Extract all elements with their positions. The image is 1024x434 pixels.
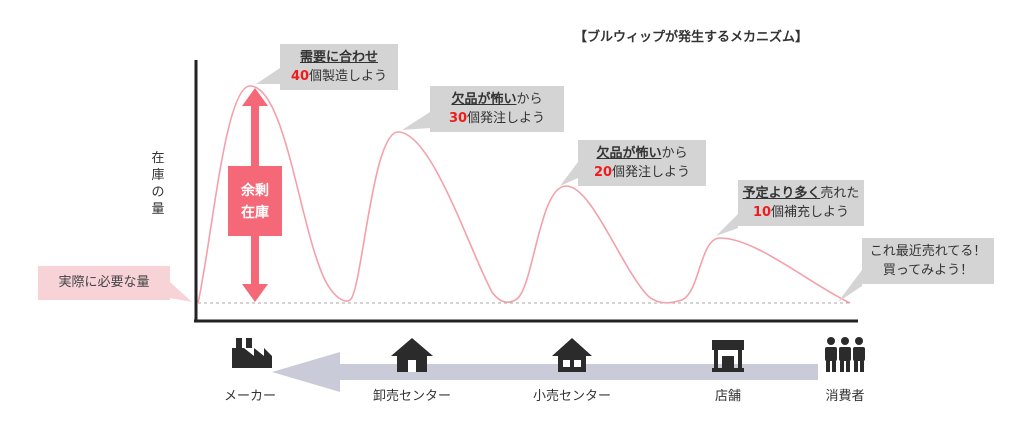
callout-consumer-line2: 買ってみよう！: [882, 263, 974, 278]
callout-store-text: 個補充しよう: [771, 205, 850, 220]
callout-store-line2: 10個補充しよう: [738, 203, 864, 222]
callout-store: 予定より多く売れた 10個補充しよう: [738, 180, 864, 226]
callout-tail-retail: [560, 162, 578, 186]
callout-store-emph: 予定より多く: [742, 186, 821, 201]
callout-maker: 需要に合わせ 40個製造しよう: [280, 44, 398, 90]
callout-retail: 欠品が怖いから 20個発注しよう: [578, 140, 706, 186]
actor-label-retail: 小売センター: [532, 389, 612, 404]
people-icon: [825, 337, 865, 372]
callout-tail-maker: [256, 68, 280, 84]
store-icon: [712, 340, 744, 372]
callout-store-qty: 10: [752, 205, 772, 220]
callout-retail-qty: 20: [593, 165, 613, 180]
callout-retail-rest: から: [661, 146, 688, 161]
callout-consumer: これ最近売れてる！ 買ってみよう！: [862, 238, 994, 284]
callout-store-rest: 売れた: [820, 186, 860, 201]
callout-maker-line2: 40個製造しよう: [280, 67, 398, 86]
surplus-box: 余剰 在庫: [228, 166, 282, 236]
callout-retail-line1: 欠品が怖いから: [578, 144, 706, 163]
factory-icon: [232, 338, 272, 368]
callout-tail-store: [716, 214, 738, 236]
callout-maker-text: 個製造しよう: [309, 69, 388, 84]
callout-store-line1: 予定より多く売れた: [738, 184, 864, 203]
surplus-label-2: 在庫: [241, 205, 269, 221]
callout-wholesale-line1: 欠品が怖いから: [430, 90, 564, 109]
actor-label-wholesale: 卸売センター: [372, 389, 452, 404]
actor-label-consumer: 消費者: [825, 389, 865, 404]
callout-wholesale: 欠品が怖いから 30個発注しよう: [430, 86, 564, 132]
house-icon: [552, 338, 592, 372]
callout-wholesale-qty: 30: [448, 111, 468, 126]
house-icon: [391, 338, 433, 372]
callout-wholesale-text: 個発注しよう: [467, 111, 546, 126]
y-axis-label: 在庫の量: [151, 151, 165, 217]
callout-wholesale-line2: 30個発注しよう: [430, 109, 564, 128]
bullwhip-curve: [197, 85, 851, 304]
callout-tail-consumer: [838, 270, 862, 302]
need-label-tail: [170, 282, 192, 302]
callout-consumer-line1: これ最近売れてる！: [869, 244, 987, 259]
callout-retail-emph: 欠品が怖い: [596, 146, 662, 161]
surplus-label-1: 余剰: [241, 183, 269, 199]
flow-arrow: [272, 352, 818, 392]
actor-label-store: 店舗: [714, 389, 742, 404]
diagram-title: 【ブルウィップが発生するメカニズム】: [574, 30, 809, 45]
callout-retail-line2: 20個発注しよう: [578, 163, 706, 182]
callout-wholesale-rest: から: [516, 92, 543, 107]
callout-maker-qty: 40: [290, 69, 310, 84]
actor-label-maker: メーカー: [223, 389, 277, 404]
need-label: 実際に必要な量: [38, 266, 170, 300]
callout-wholesale-emph: 欠品が怖い: [451, 92, 517, 107]
callout-maker-line1: 需要に合わせ: [299, 50, 378, 65]
callout-tail-wholesale: [402, 112, 430, 130]
callout-retail-text: 個発注しよう: [612, 165, 691, 180]
